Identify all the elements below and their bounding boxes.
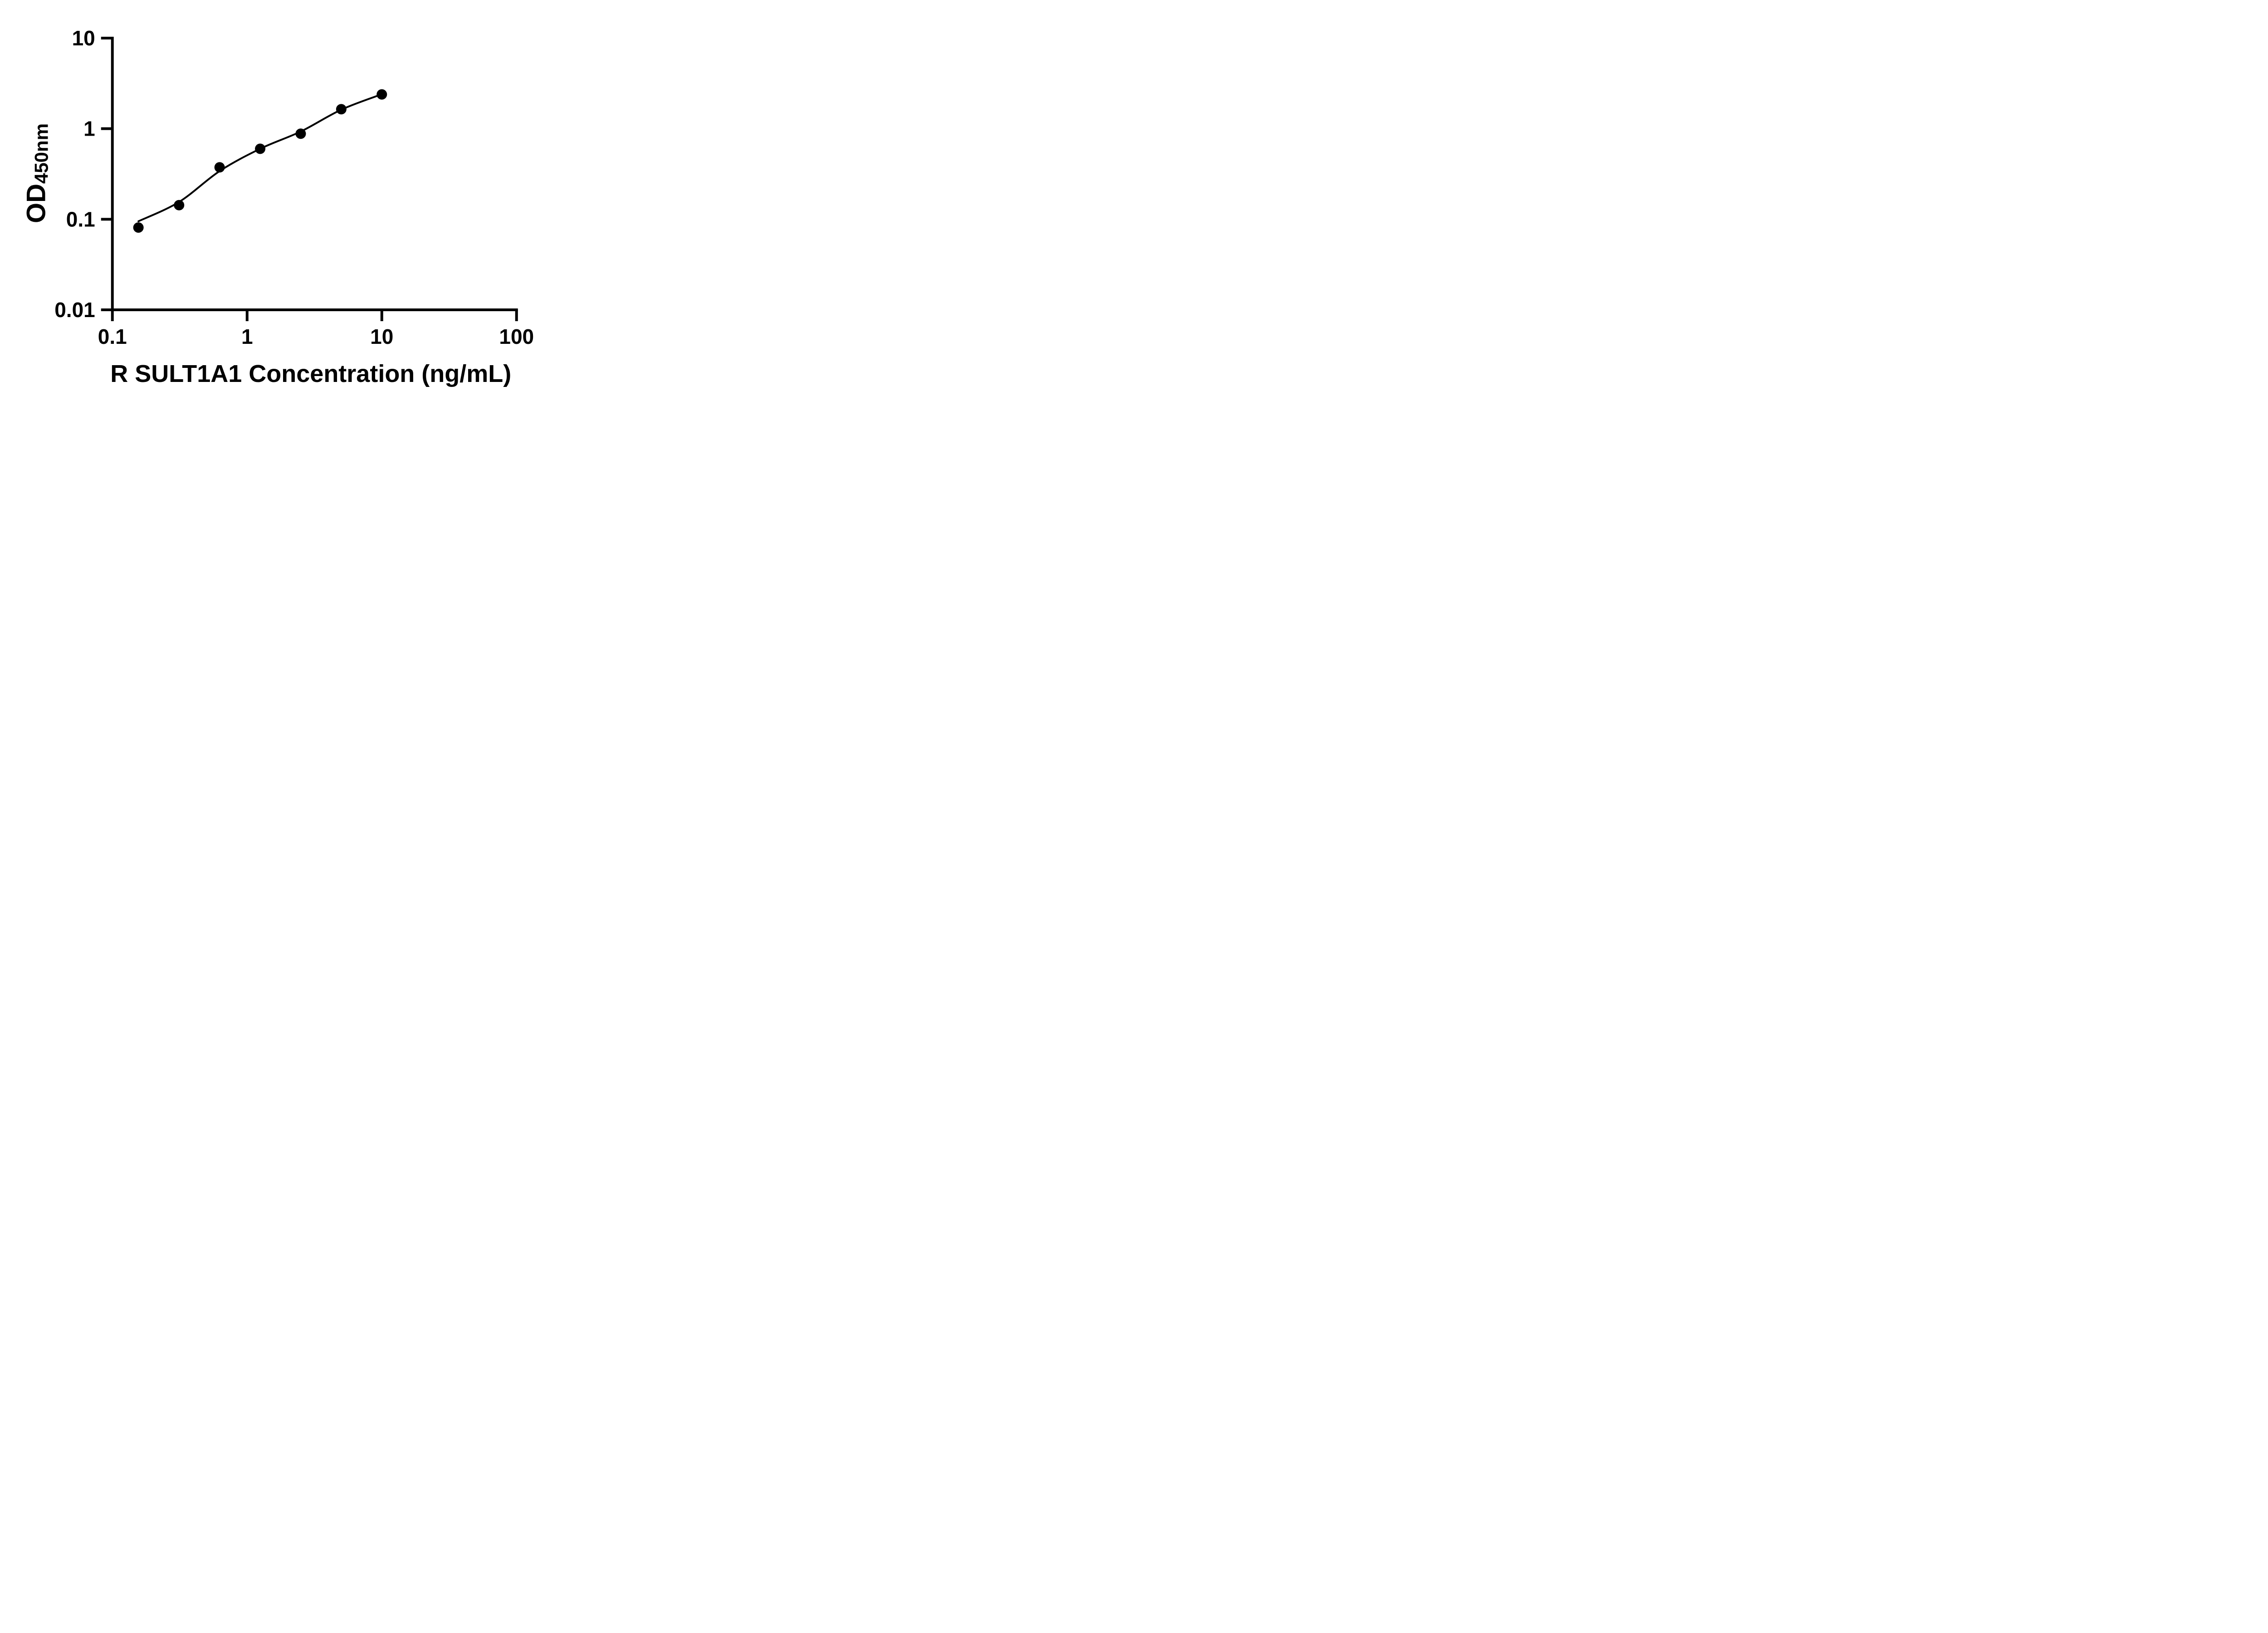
data-point: [174, 200, 185, 210]
y-axis-title: OD450nm: [21, 123, 52, 223]
x-tick-label-1: 1: [241, 325, 253, 348]
data-point: [255, 143, 266, 154]
x-axis-title: R SULT1A1 Concentration (ng/mL): [110, 360, 511, 387]
data-point: [133, 222, 144, 233]
y-tick-label-10: 10: [72, 26, 95, 50]
data-point: [295, 128, 306, 139]
data-point: [376, 89, 387, 100]
x-tick-label-10: 10: [370, 325, 393, 348]
elisa-standard-curve-figure: 10 1 0.1 0.01 0.1 1 10 100 R SULT1A1 Concentrat…: [0, 0, 583, 408]
data-point: [214, 162, 225, 173]
data-points-layer: [133, 89, 387, 233]
plot-ticks: [101, 37, 518, 321]
y-axis-title-base: OD: [21, 184, 51, 223]
y-tick-label-0.1: 0.1: [66, 207, 95, 231]
y-tick-label-1: 1: [83, 117, 95, 141]
plot-axes: [111, 37, 518, 311]
y-axis-title-subscript: 450nm: [30, 123, 52, 184]
data-point: [336, 104, 347, 115]
x-tick-label-100: 100: [499, 325, 534, 348]
x-tick-label-0.1: 0.1: [98, 325, 127, 348]
y-tick-label-0.01: 0.01: [54, 298, 95, 322]
